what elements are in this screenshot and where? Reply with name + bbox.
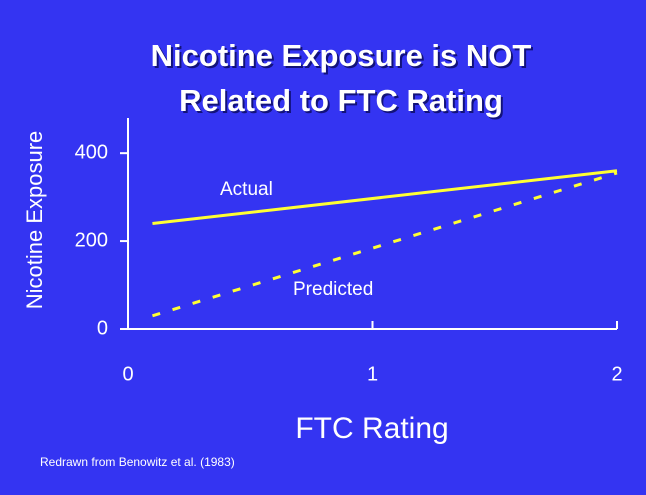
source-note: Redrawn from Benowitz et al. (1983) xyxy=(40,455,235,469)
title-shadow: Related to FTC Rating xyxy=(181,85,505,120)
x-tick-label: 2 xyxy=(611,363,622,385)
y-tick-label: 0 xyxy=(97,317,108,339)
x-axis-label: FTC Rating xyxy=(295,412,448,445)
y-axis-label: Nicotine Exposure xyxy=(22,131,47,310)
annotation: Predicted xyxy=(293,279,373,300)
chart-title: Related to FTC Rating xyxy=(179,83,503,118)
x-tick-label: 1 xyxy=(367,363,378,385)
chart-title: Nicotine Exposure is NOT xyxy=(151,38,532,73)
y-tick-label: 400 xyxy=(75,141,108,163)
series-line xyxy=(152,169,618,225)
annotation: Actual xyxy=(220,179,273,200)
title-shadow: Nicotine Exposure is NOT xyxy=(153,40,534,75)
x-tick-label: 0 xyxy=(122,363,133,385)
series-line xyxy=(152,171,618,318)
y-tick-label: 200 xyxy=(75,229,108,251)
